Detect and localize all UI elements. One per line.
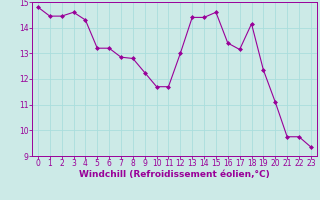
- X-axis label: Windchill (Refroidissement éolien,°C): Windchill (Refroidissement éolien,°C): [79, 170, 270, 179]
